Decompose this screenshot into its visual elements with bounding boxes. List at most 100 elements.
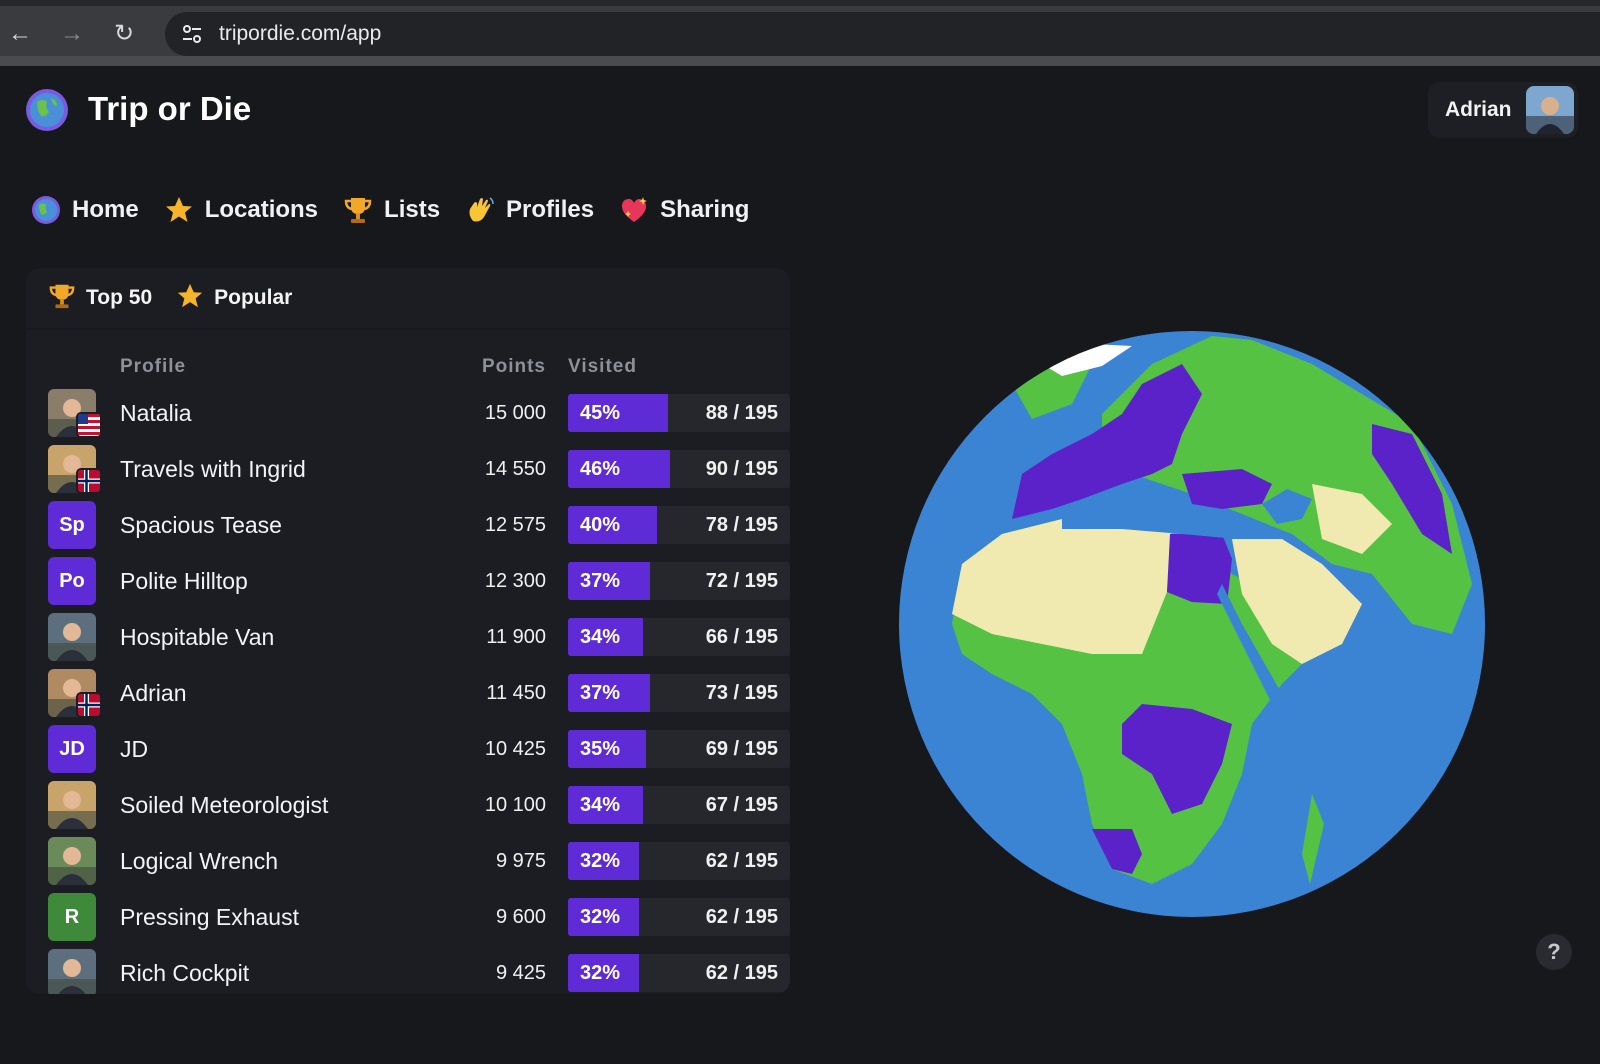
table-row[interactable]: Natalia 15 000 45% 88 / 195 [26,386,790,442]
profile-avatar[interactable]: Po [48,557,96,605]
visited-progress-bar: 40% 78 / 195 [568,506,790,544]
visited-progress-fill [568,394,668,432]
star-icon [163,194,195,226]
visited-progress-bar: 32% 62 / 195 [568,842,790,880]
user-menu[interactable]: Adrian [1428,82,1578,138]
user-avatar[interactable] [1525,86,1574,134]
visited-count: 69 / 195 [705,738,778,760]
url-text[interactable]: tripordie.com/app [219,22,382,45]
profile-name[interactable]: Logical Wrench [120,848,279,874]
profile-avatar[interactable] [48,837,96,885]
region-caspian [1262,489,1312,524]
table-row[interactable]: Adrian 11 450 37% 73 / 195 [26,666,790,722]
table-row[interactable]: Sp Spacious Tease 12 575 40% 78 / 195 [26,498,790,554]
profile-avatar[interactable] [48,613,96,661]
table-row[interactable]: Hospitable Van 11 900 34% 66 / 195 [26,610,790,666]
nav-lists[interactable]: Lists [342,194,440,226]
app-title[interactable]: Trip or Die [88,90,252,127]
profile-points: 15 000 [484,402,546,424]
profile-points: 11 450 [486,682,546,704]
region-egypt-visited[interactable] [1167,534,1232,604]
table-row[interactable]: Travels with Ingrid 14 550 46% 90 / 195 [26,442,790,498]
profile-name[interactable]: Hospitable Van [120,624,275,650]
nav-locations[interactable]: Locations [163,194,318,226]
star-icon [176,282,204,315]
profile-name[interactable]: Adrian [120,680,187,706]
region-madagascar[interactable] [1302,794,1324,884]
profile-name[interactable]: JD [120,736,149,762]
reload-icon[interactable]: ↻ [113,20,135,47]
region-asia-north[interactable] [1102,336,1472,634]
profile-avatar[interactable] [48,781,96,829]
visited-percent: 34% [580,626,621,648]
profile-points: 9 425 [495,962,546,984]
column-profile[interactable]: Profile [120,356,187,377]
nav-home[interactable]: Home [30,194,139,226]
tab-label: Popular [214,286,293,309]
browser-toolbar: ← → ↻ tripordie.com/app [0,0,1600,62]
visited-progress-bar: 46% 90 / 195 [568,450,790,488]
profile-avatar[interactable] [48,949,96,994]
table-row[interactable]: JD JD 10 425 35% 69 / 195 [26,722,790,778]
world-globe[interactable] [892,324,1492,924]
globe-icon[interactable] [25,88,69,132]
nav-profiles[interactable]: Profiles [464,194,594,226]
visited-percent: 45% [580,402,621,424]
visited-count: 78 / 195 [705,514,778,536]
profile-name[interactable]: Travels with Ingrid [120,456,306,482]
region-europe-visited[interactable] [1012,364,1202,519]
country-flag-icon [76,468,102,494]
help-button[interactable]: ? [1536,934,1572,970]
tab-top-50[interactable]: Top 50 [48,282,152,315]
profile-points: 10 425 [484,738,546,760]
profile-name[interactable]: Spacious Tease [120,512,282,538]
visited-progress-bar: 34% 67 / 195 [568,786,790,824]
nav-sharing[interactable]: Sharing [618,194,749,226]
address-bar[interactable]: tripordie.com/app [165,12,1600,56]
visited-progress-bar: 45% 88 / 195 [568,394,790,432]
app-root: Trip or Die Adrian Home Locations [0,66,1600,1064]
profile-points: 10 100 [484,794,546,816]
trophy-icon [48,282,76,315]
column-points[interactable]: Points [481,356,546,377]
visited-progress-bar: 37% 72 / 195 [568,562,790,600]
profile-name[interactable]: Pressing Exhaust [120,904,299,930]
profile-name[interactable]: Soiled Meteorologist [120,792,329,818]
table-row[interactable]: R Pressing Exhaust 9 600 32% 62 / 195 [26,890,790,946]
profile-avatar[interactable]: R [48,893,96,941]
region-sahara[interactable] [952,514,1172,654]
visited-progress-fill [568,786,644,824]
region-east-asia-visited[interactable] [1372,424,1452,554]
visited-percent: 37% [580,570,621,592]
visited-progress-fill [568,450,671,488]
region-turkey-visited[interactable] [1182,469,1272,509]
back-icon[interactable]: ← [8,20,32,47]
table-row[interactable]: Rich Cockpit 9 425 32% 62 / 195 [26,946,790,994]
column-visited[interactable]: Visited [568,356,637,377]
profile-name[interactable]: Polite Hilltop [120,568,248,594]
country-flag-icon [76,692,102,718]
visited-progress-bar: 32% 62 / 195 [568,954,790,992]
region-arabia[interactable] [1232,539,1362,664]
region-namibia-visited[interactable] [1092,829,1142,874]
region-central-africa-visited[interactable] [1122,704,1232,814]
profile-name[interactable]: Natalia [120,400,192,426]
profile-name[interactable]: Rich Cockpit [120,960,250,986]
region-red-sea [1217,584,1282,704]
table-row[interactable]: Soiled Meteorologist 10 100 34% 67 / 195 [26,778,790,834]
nav-label: Locations [204,196,319,223]
user-name[interactable]: Adrian [1445,98,1512,121]
table-row[interactable]: Logical Wrench 9 975 32% 62 / 195 [26,834,790,890]
main-nav: Home Locations Lists Profiles Sharing [30,190,773,230]
globe-icon [30,194,62,226]
visited-progress-bar: 34% 66 / 195 [568,618,790,656]
profile-avatar[interactable]: Sp [48,501,96,549]
leaderboard-panel: Top 50 Popular Profile Points Visited Na… [26,268,790,994]
site-settings-icon[interactable] [179,21,205,47]
region-central-asia[interactable] [1312,484,1392,554]
profile-avatar[interactable]: JD [48,725,96,773]
table-row[interactable]: Po Polite Hilltop 12 300 37% 72 / 195 [26,554,790,610]
tab-popular[interactable]: Popular [176,282,292,315]
forward-icon[interactable]: → [60,20,84,47]
profile-points: 14 550 [484,458,546,480]
